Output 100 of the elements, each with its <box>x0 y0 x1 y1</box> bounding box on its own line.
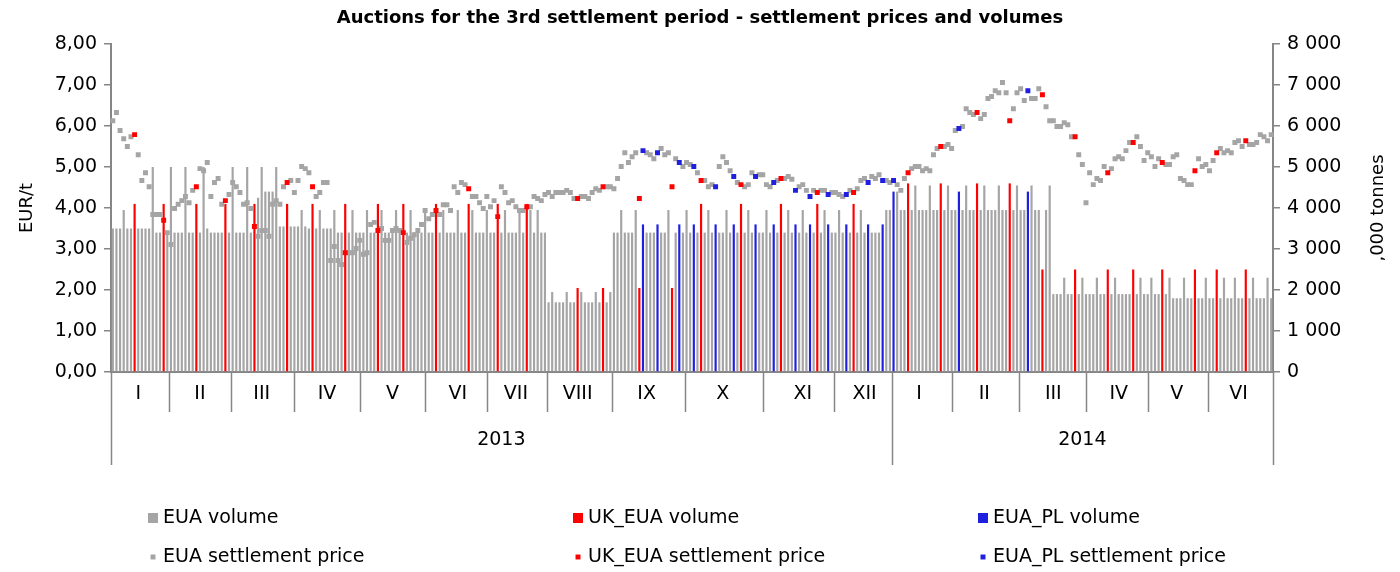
bar <box>140 228 143 372</box>
bar <box>431 232 434 372</box>
bar <box>1048 185 1051 372</box>
bar <box>994 210 997 372</box>
bar <box>1175 298 1178 372</box>
bar <box>870 232 873 372</box>
bar <box>928 185 931 372</box>
point <box>466 186 472 192</box>
bar <box>1113 277 1117 372</box>
bar <box>576 287 579 372</box>
y-tick-label: 1,00 <box>54 317 97 340</box>
bar <box>710 232 714 372</box>
x-tick-label: VIII <box>562 381 593 404</box>
point <box>1039 92 1045 98</box>
bar <box>1153 294 1157 372</box>
bar <box>1044 210 1048 372</box>
bar <box>1121 294 1124 372</box>
bar <box>957 191 960 372</box>
bar <box>463 232 467 372</box>
bar <box>500 232 503 372</box>
legend-label: EUA_PL volume <box>993 504 1140 528</box>
bar <box>137 228 140 372</box>
text: 2013 <box>477 426 526 449</box>
point <box>731 173 737 179</box>
bar <box>678 224 681 372</box>
point <box>778 176 784 181</box>
x-tick-label: IV <box>317 381 337 404</box>
bar <box>217 232 220 372</box>
y2-tick-label: 1 000 <box>1287 317 1342 340</box>
y2-tick-label: 6 000 <box>1287 112 1342 135</box>
bar <box>601 287 605 372</box>
bar <box>906 183 910 372</box>
x-tick-label: V <box>1170 381 1184 404</box>
bar <box>1201 298 1204 372</box>
bar <box>685 210 688 372</box>
y-tick-label: 2,00 <box>54 276 97 299</box>
bar <box>696 232 699 372</box>
point <box>713 184 719 190</box>
bar <box>177 232 180 372</box>
bar <box>144 228 147 372</box>
bar <box>311 203 314 372</box>
bar <box>1023 210 1026 372</box>
bar <box>732 224 735 372</box>
bar <box>1103 294 1106 372</box>
point <box>161 217 167 223</box>
bar <box>1117 294 1120 372</box>
bar <box>551 292 554 372</box>
y-tick-label: 3,00 <box>54 235 97 258</box>
bar <box>485 210 488 372</box>
bar <box>852 203 855 372</box>
bar <box>507 232 510 372</box>
bar <box>714 224 717 372</box>
bar <box>954 210 957 372</box>
bar <box>198 232 202 372</box>
bar <box>674 232 677 372</box>
point <box>1214 150 1220 156</box>
point <box>669 184 675 190</box>
bar <box>133 203 136 372</box>
x-tick-label: IX <box>637 381 656 404</box>
bar <box>718 232 721 372</box>
bar <box>1066 294 1069 372</box>
bar <box>518 210 521 372</box>
bar <box>482 232 485 372</box>
bar <box>565 292 568 372</box>
bar <box>115 228 118 372</box>
bar <box>801 210 804 372</box>
x-tick-label: III <box>1044 381 1062 404</box>
bar <box>282 226 285 372</box>
bar <box>129 228 133 372</box>
bar <box>790 232 793 372</box>
bar <box>899 210 902 372</box>
point <box>132 132 138 138</box>
y-tick-label: 7,00 <box>54 71 97 94</box>
bar <box>848 232 852 372</box>
bar <box>623 232 626 372</box>
y-tick-label: 6,00 <box>54 112 97 135</box>
bar <box>892 191 895 372</box>
bar <box>148 228 151 372</box>
bar <box>286 203 289 372</box>
bar <box>845 224 848 372</box>
x-tick-label: I <box>135 381 142 404</box>
bar <box>1157 294 1160 372</box>
x-tick-label: V <box>385 381 399 404</box>
bar <box>191 232 194 372</box>
bar <box>453 232 456 372</box>
y2-tick-label: 4 000 <box>1287 194 1342 217</box>
bar <box>917 210 921 372</box>
bar <box>609 292 612 372</box>
bar <box>925 210 928 372</box>
bar <box>1124 294 1128 372</box>
point <box>974 110 980 115</box>
bar <box>1012 210 1015 372</box>
bar <box>1015 185 1019 372</box>
bar <box>903 210 906 372</box>
bar <box>474 232 478 372</box>
bar <box>1055 294 1059 372</box>
bar <box>456 210 459 372</box>
point <box>793 187 798 193</box>
bar <box>1211 298 1215 372</box>
point <box>676 160 682 165</box>
